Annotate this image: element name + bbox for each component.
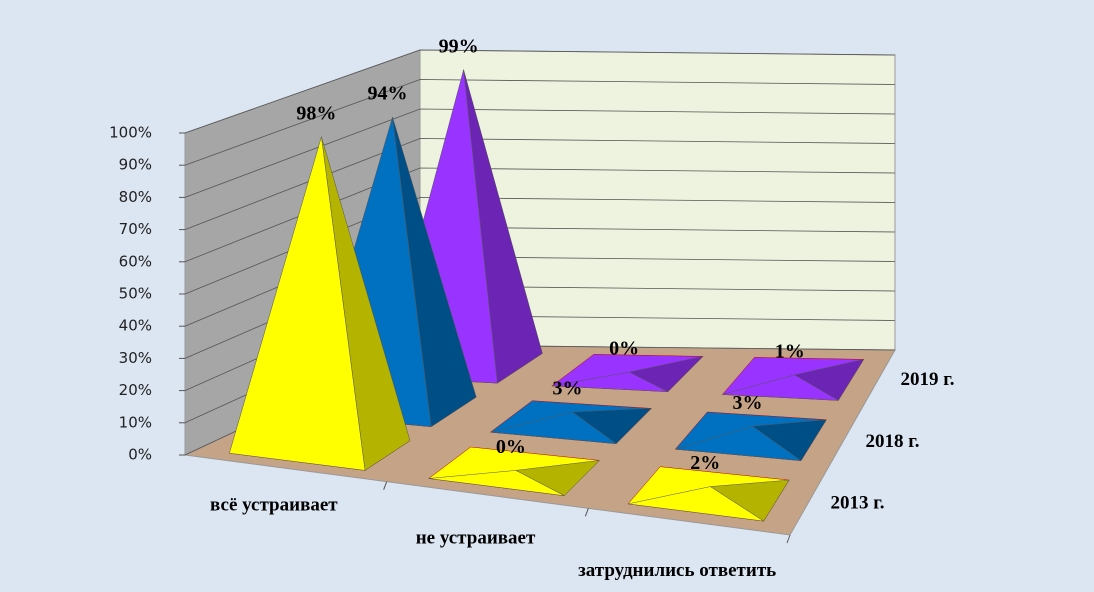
x-tick-label: всё устраивает: [210, 495, 338, 516]
x-tick-label: затруднились ответить: [578, 560, 776, 581]
pyramid-front: [722, 374, 839, 401]
value-label: 98%: [296, 102, 336, 124]
grid-line: [184, 49, 896, 134]
value-label: 3%: [553, 378, 583, 400]
pyramid-front: [551, 371, 669, 392]
x-tick-mark: [584, 508, 589, 517]
series-label: 2019 г.: [901, 369, 955, 390]
y-tick-label: 50%: [119, 285, 152, 303]
pyramid-front: [490, 411, 617, 445]
x-tick-label: не устраивает: [416, 527, 536, 548]
y-tick-label: 10%: [119, 413, 152, 431]
grid-line: [184, 197, 896, 295]
grid-line: [184, 138, 896, 230]
y-tick-label: 20%: [119, 381, 152, 399]
pyramid-front: [428, 470, 565, 496]
value-label: 94%: [368, 83, 408, 105]
x-tick-mark: [383, 481, 388, 490]
y-tick-label: 60%: [119, 252, 152, 270]
y-tick-label: 30%: [119, 349, 152, 367]
series-label: 2013 г.: [831, 493, 885, 514]
y-tick-label: 80%: [119, 188, 152, 206]
value-label: 1%: [775, 341, 805, 363]
x-tick-mark: [786, 534, 791, 544]
value-label: 3%: [733, 392, 763, 414]
y-tick-label: 70%: [119, 220, 152, 238]
pyramid-front: [229, 136, 366, 471]
value-label: 0%: [496, 436, 526, 458]
y-tick-label: 0%: [128, 446, 152, 464]
value-label: 99%: [439, 35, 479, 57]
pyramid-front: [628, 486, 764, 522]
y-tick-label: 90%: [119, 156, 152, 174]
grid-line: [184, 79, 896, 166]
pyramid-front: [675, 425, 802, 462]
value-label: 0%: [609, 338, 639, 360]
y-tick-label: 100%: [109, 124, 152, 142]
value-label: 2%: [690, 452, 720, 474]
y-tick-label: 40%: [119, 317, 152, 335]
series-label: 2018 г.: [866, 431, 920, 452]
grid-line: [184, 108, 896, 198]
grid-line: [184, 167, 896, 263]
